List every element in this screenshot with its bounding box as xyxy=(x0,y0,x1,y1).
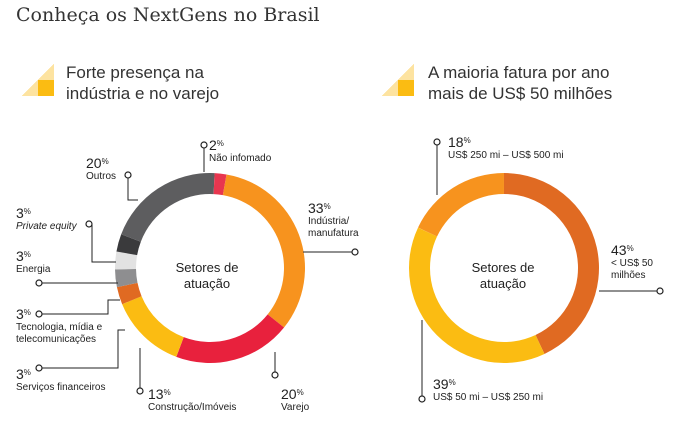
pct-construcao: 13 xyxy=(148,386,164,402)
triangle-graphic-icon xyxy=(382,64,414,96)
pct-industria: 33 xyxy=(308,200,324,216)
name-varejo: Varejo xyxy=(281,402,310,413)
name-energia: Energia xyxy=(16,264,51,275)
donut-slice-1-4 xyxy=(116,282,142,305)
leader-private-equity xyxy=(91,225,116,263)
page-title: Conheça os NextGens no Brasil xyxy=(16,4,320,26)
label-50-250: 39% US$ 50 mi – US$ 250 mi xyxy=(433,376,544,403)
leader-outros xyxy=(127,178,138,201)
label-servicos: 3% Serviços financeiros xyxy=(16,366,106,393)
label-construcao: 13% Construção/Imóveis xyxy=(148,386,237,413)
label-varejo: 20% Varejo xyxy=(281,386,310,413)
panel-2-title-line1: A maioria fatura por ano xyxy=(428,63,610,82)
panel-1-title-line2: indústria e no varejo xyxy=(66,84,220,103)
name-outros: Outros xyxy=(86,171,117,182)
triangle-graphic-icon xyxy=(22,64,54,96)
leader-dot-tecnologia xyxy=(35,310,43,318)
leader-dot-varejo xyxy=(271,371,279,379)
pct-50-250: 39 xyxy=(433,376,449,392)
pct-menos-50: 43 xyxy=(611,242,627,258)
pct-varejo: 20 xyxy=(281,386,297,402)
label-nao-informado: 2% Não infomado xyxy=(209,137,272,164)
chart-1-center-label: Setores de atuação xyxy=(152,260,262,292)
pct-nao-informado: 2 xyxy=(209,137,217,153)
name-nao-informado: Não infomado xyxy=(209,153,272,164)
pct-energia: 3 xyxy=(16,248,24,264)
leader-dot-nao-informado xyxy=(200,141,208,149)
name-servicos: Serviços financeiros xyxy=(16,382,106,393)
donut-slice-1-3 xyxy=(122,296,184,357)
name-private-equity: Private equity xyxy=(16,221,77,232)
label-menos-50: 43% < US$ 50 milhões xyxy=(611,242,653,281)
leader-dot-menos-50 xyxy=(656,287,664,295)
leader-dot-industria xyxy=(351,248,359,256)
panel-2-title-line2: mais de US$ 50 milhões xyxy=(428,84,613,103)
leader-dot-energia xyxy=(35,279,43,287)
donut-slice-1-2 xyxy=(176,314,285,364)
name-industria-1: Indústria/ xyxy=(308,216,350,227)
pct-250-500: 18 xyxy=(448,134,464,150)
leader-dot-outros xyxy=(124,171,132,179)
label-private-equity: 3% Private equity xyxy=(16,205,77,232)
name-menos-50-1: < US$ 50 xyxy=(611,258,653,269)
donut-slice-1-8 xyxy=(121,173,215,242)
name-50-250: US$ 50 mi – US$ 250 mi xyxy=(433,392,544,403)
label-tecnologia: 3% Tecnologia, mídia e telecomunicações xyxy=(16,306,103,345)
name-250-500: US$ 250 mi – US$ 500 mi xyxy=(448,150,564,161)
chart-1-center-line1: Setores de xyxy=(175,260,239,275)
panel-1-title: Forte presença na indústria e no varejo xyxy=(66,62,296,104)
donut-slice-1-6 xyxy=(115,251,138,270)
chart-1-center-line2: atuação xyxy=(183,276,231,291)
chart-2-center-line2: atuação xyxy=(479,276,527,291)
pct-private-equity: 3 xyxy=(16,205,24,221)
label-outros: 20% Outros xyxy=(86,155,117,182)
donut-slice-2-2 xyxy=(409,227,545,364)
leader-dot-private-equity xyxy=(85,220,93,228)
panel-1-title-line1: Forte presença na xyxy=(66,63,204,82)
chart-2-center-label: Setores de atuação xyxy=(448,260,558,292)
pct-tecnologia: 3 xyxy=(16,306,24,322)
label-energia: 3% Energia xyxy=(16,248,51,275)
label-250-500: 18% US$ 250 mi – US$ 500 mi xyxy=(448,134,564,161)
name-industria-2: manufatura xyxy=(308,228,359,239)
donut-slice-1-5 xyxy=(115,269,138,288)
name-tecnologia-2: telecomunicações xyxy=(16,334,97,345)
donut-slice-2-1 xyxy=(504,173,600,354)
name-menos-50-2: milhões xyxy=(611,270,646,281)
leader-dot-50-250 xyxy=(418,395,426,403)
donut-slice-2-3 xyxy=(418,173,504,237)
leader-dot-servicos xyxy=(35,364,43,372)
leader-dot-construcao xyxy=(136,387,144,395)
name-tecnologia-1: Tecnologia, mídia e xyxy=(16,322,103,333)
chart-2-center-line1: Setores de xyxy=(471,260,535,275)
leader-dot-250-500 xyxy=(433,138,441,146)
pct-servicos: 3 xyxy=(16,366,24,382)
name-construcao: Construção/Imóveis xyxy=(148,402,237,413)
donut-slice-1-1 xyxy=(222,174,305,328)
label-industria: 33% Indústria/ manufatura xyxy=(308,200,359,239)
panel-2-title: A maioria fatura por ano mais de US$ 50 … xyxy=(428,62,658,104)
donut-slice-1-7 xyxy=(116,234,141,256)
leader-tecnologia xyxy=(42,299,120,315)
pct-outros: 20 xyxy=(86,155,102,171)
donut-slice-1-9 xyxy=(213,173,227,196)
leader-servicos xyxy=(42,329,125,369)
